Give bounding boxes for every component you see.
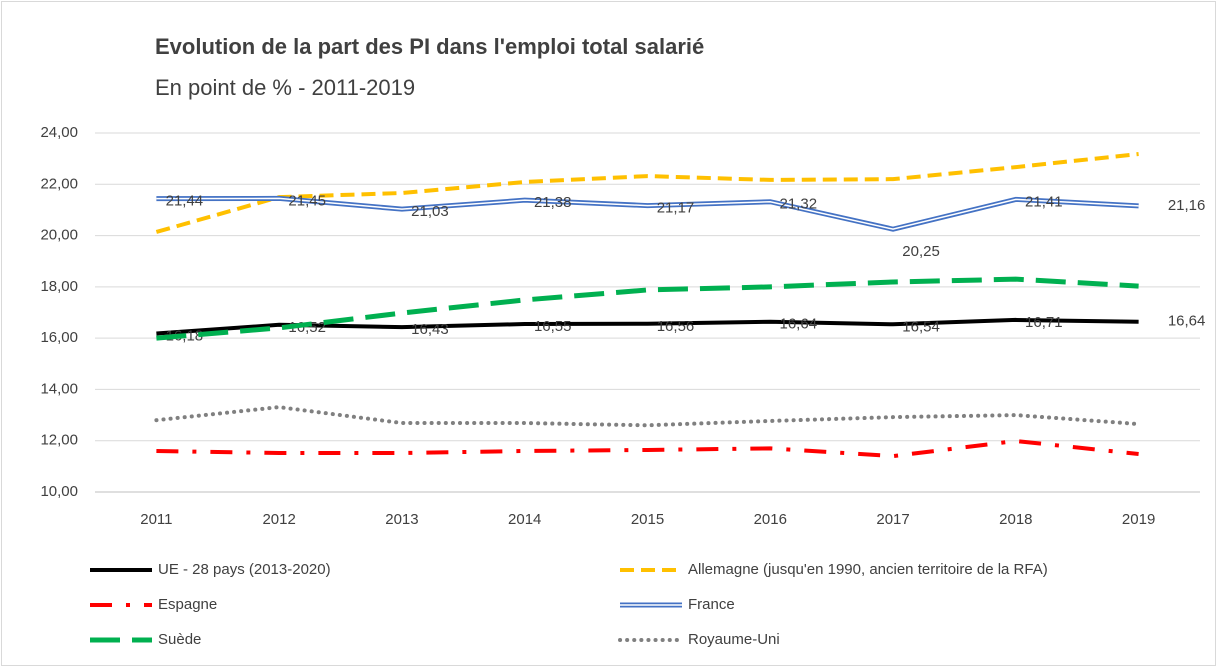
legend-label: Suède (158, 631, 201, 648)
data-label: 16,54 (902, 318, 940, 335)
data-label: 21,44 (166, 193, 204, 210)
data-label: 16,56 (657, 318, 695, 335)
data-label: 16,64 (780, 316, 818, 333)
series-line (156, 317, 1139, 336)
data-label: 16,43 (411, 321, 449, 338)
x-tick-label: 2019 (1122, 511, 1155, 528)
y-tick-label: 16,00 (40, 329, 78, 346)
data-label: 20,25 (902, 243, 940, 260)
series-line (155, 152, 1139, 234)
data-label: 21,41 (1025, 193, 1063, 210)
data-label: 21,17 (657, 200, 695, 217)
series-line (154, 405, 1141, 428)
y-tick-label: 24,00 (40, 124, 78, 141)
y-tick-label: 14,00 (40, 380, 78, 397)
data-label: 21,32 (780, 196, 818, 213)
x-tick-label: 2011 (140, 511, 172, 528)
data-label: 16,64 (1168, 313, 1206, 330)
y-tick-label: 22,00 (40, 175, 78, 192)
chart-title: Evolution de la part des PI dans l'emplo… (155, 34, 704, 59)
x-tick-label: 2018 (999, 511, 1032, 528)
x-tick-label: 2014 (508, 511, 541, 528)
chart-subtitle: En point de % - 2011-2019 (155, 75, 415, 100)
legend-label: France (688, 596, 735, 613)
legend-label: Allemagne (jusqu'en 1990, ancien territo… (688, 561, 1048, 578)
data-label: 21,38 (534, 194, 572, 211)
legend-label: Royaume-Uni (688, 631, 780, 648)
data-label: 16,71 (1025, 314, 1063, 331)
x-tick-label: 2017 (876, 511, 909, 528)
y-tick-label: 12,00 (40, 432, 78, 449)
data-label: 21,45 (288, 192, 326, 209)
y-tick-label: 20,00 (40, 227, 78, 244)
series-line (156, 438, 1139, 459)
x-tick-label: 2012 (262, 511, 295, 528)
data-label: 16,55 (534, 318, 572, 335)
legend-label: Espagne (158, 596, 217, 613)
series-line (156, 276, 1139, 341)
data-label: 21,03 (411, 203, 449, 220)
x-tick-label: 2016 (754, 511, 787, 528)
data-label: 21,16 (1168, 197, 1206, 214)
series-line-inner (156, 197, 1139, 230)
data-label: 16,52 (288, 319, 326, 336)
x-tick-label: 2013 (385, 511, 418, 528)
legend-label: UE - 28 pays (2013-2020) (158, 561, 331, 578)
y-tick-label: 18,00 (40, 278, 78, 295)
x-tick-label: 2015 (631, 511, 664, 528)
y-tick-label: 10,00 (40, 483, 78, 500)
